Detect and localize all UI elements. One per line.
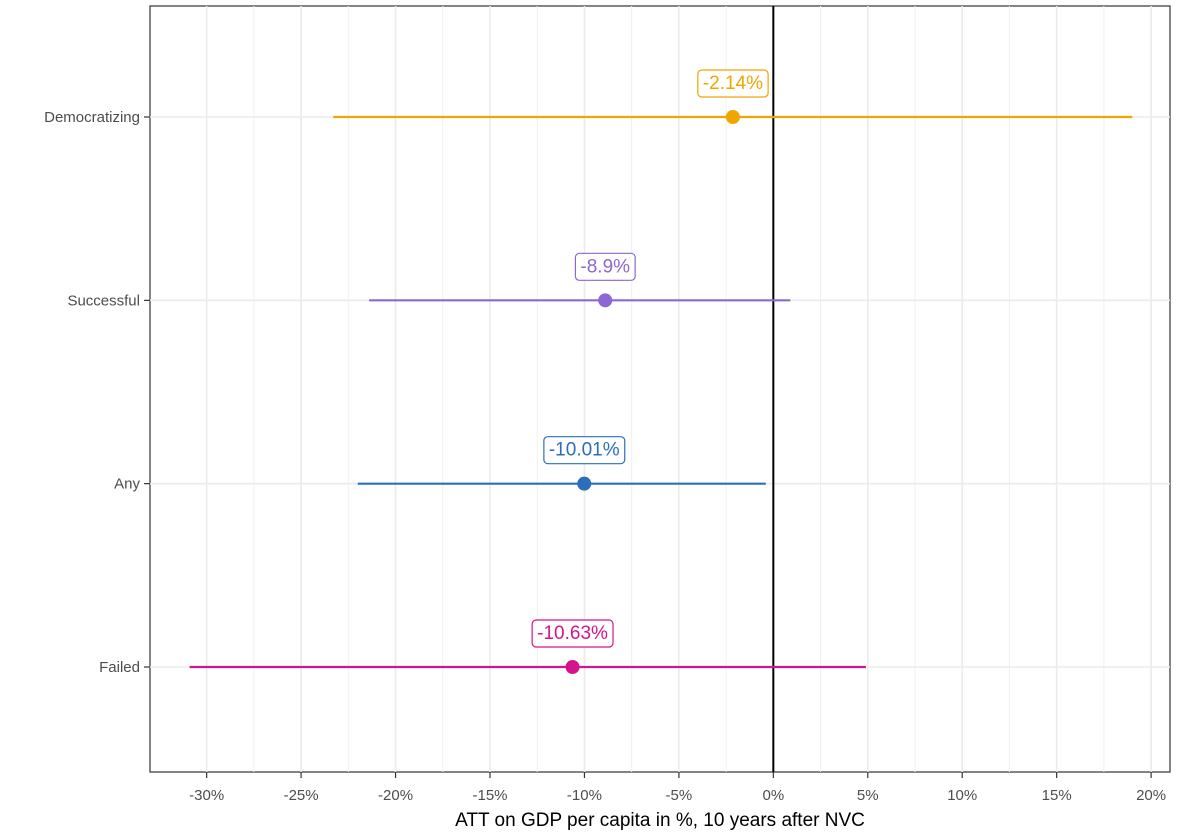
data-label-box bbox=[574, 252, 636, 281]
x-tick-label: -5% bbox=[666, 787, 693, 804]
data-label-text: -10.63% bbox=[537, 623, 608, 644]
data-label-text: -2.14% bbox=[703, 73, 763, 94]
data-label-box bbox=[531, 619, 614, 648]
x-tick-label: 0% bbox=[762, 787, 784, 804]
y-axis: Democratizing Successful Any Failed bbox=[44, 109, 150, 676]
x-tick-label: -10% bbox=[567, 787, 602, 804]
data-label-text: -8.9% bbox=[580, 256, 630, 277]
x-tick-label: -30% bbox=[189, 787, 224, 804]
point-democratizing bbox=[725, 110, 740, 124]
x-tick-label: 10% bbox=[947, 787, 977, 804]
x-tick-label: -20% bbox=[378, 787, 413, 804]
data-label-box bbox=[543, 436, 626, 465]
data-label-any: -10.01% bbox=[543, 436, 626, 465]
x-axis-title: ATT on GDP per capita in %, 10 years aft… bbox=[455, 810, 865, 831]
point-successful bbox=[598, 293, 613, 308]
y-tick-label: Democratizing bbox=[44, 109, 140, 126]
plot-panel bbox=[149, 5, 1171, 773]
x-tick-label: -25% bbox=[284, 787, 319, 804]
data-label-failed: -10.63% bbox=[531, 619, 614, 648]
estimate-labels: -2.14% -8.9% -10.01% -10.63% bbox=[531, 69, 769, 648]
point-failed bbox=[565, 660, 580, 674]
y-tick-label: Any bbox=[114, 476, 140, 493]
x-tick-label: 20% bbox=[1136, 787, 1166, 804]
y-tick-label: Successful bbox=[67, 292, 140, 309]
data-label-democratizing: -2.14% bbox=[697, 69, 769, 98]
point-estimates bbox=[565, 110, 740, 674]
x-tick-label: 15% bbox=[1042, 787, 1072, 804]
x-tick-label: -15% bbox=[472, 787, 507, 804]
x-axis: -30% -25% -20% -15% -10% -5% 0% 5% 10% 15% 20% bbox=[189, 772, 1166, 804]
x-tick-label: 5% bbox=[857, 787, 879, 804]
data-label-successful: -8.9% bbox=[574, 252, 636, 281]
data-label-text: -10.01% bbox=[549, 440, 620, 461]
point-any bbox=[577, 476, 592, 491]
y-tick-label: Failed bbox=[99, 659, 140, 676]
minor-gridlines bbox=[253, 6, 1105, 772]
data-label-box bbox=[697, 69, 769, 98]
